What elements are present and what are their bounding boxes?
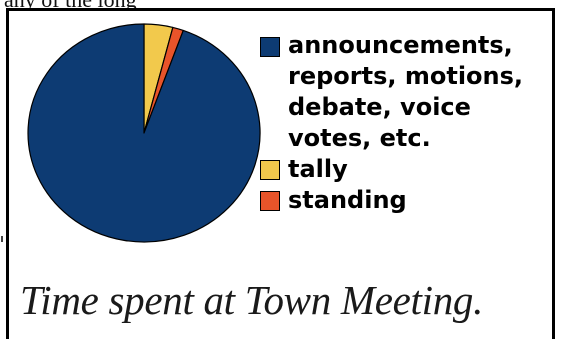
legend-swatch-standing: [260, 191, 280, 211]
pie-chart: [27, 23, 261, 243]
legend-swatch-tally: [260, 160, 280, 180]
legend-item-discussion: announcements, reports, motions, debate,…: [260, 30, 558, 154]
legend-label-discussion: announcements, reports, motions, debate,…: [288, 31, 524, 152]
legend-item-standing: standing: [260, 185, 558, 216]
legend-swatch-discussion: [260, 37, 280, 57]
chart-legend: announcements, reports, motions, debate,…: [260, 30, 558, 216]
legend-label-standing: standing: [288, 186, 407, 214]
legend-label-tally: tally: [288, 155, 348, 183]
edge-mark: [1, 236, 3, 242]
legend-item-tally: tally: [260, 154, 558, 185]
pie-slices: [27, 23, 261, 243]
pie-slice-announcements: [27, 23, 261, 243]
chart-caption: Time spent at Town Meeting.: [20, 277, 484, 323]
